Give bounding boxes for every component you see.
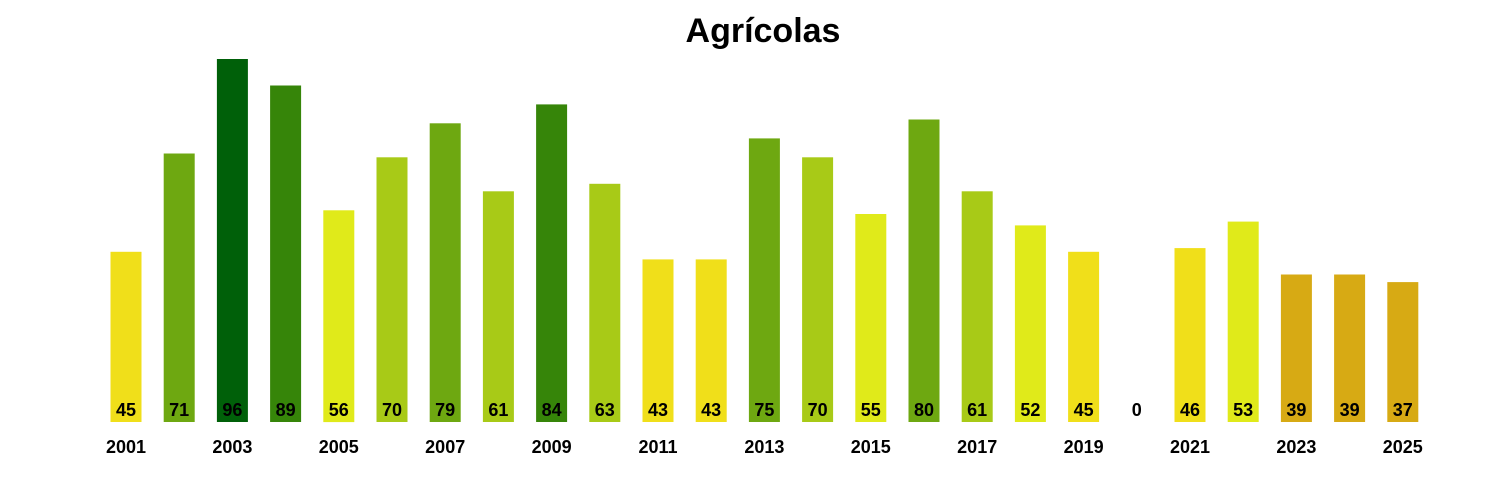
value-label-2017: 61 — [967, 400, 987, 420]
x-tick-label-2011: 2011 — [638, 437, 677, 457]
x-tick-label-2015: 2015 — [851, 437, 891, 457]
bar-2021 — [1174, 248, 1206, 422]
chart-title: Agrícolas — [685, 12, 841, 50]
value-labels-group: 45 71 96 89 56 70 79 61 84 63 43 43 75 70 55 80 61 52 45 0 4… — [116, 400, 1413, 420]
bar-2006 — [376, 157, 408, 423]
value-label-2007: 79 — [435, 400, 455, 420]
x-axis-ticks: 2001 2003 2005 2007 2009 2011 2013 2015 2017 2019… — [106, 437, 1423, 457]
x-tick-label-2017: 2017 — [957, 437, 997, 457]
bars-group — [110, 59, 1419, 423]
value-label-2011: 43 — [648, 400, 668, 420]
bar-2005 — [323, 210, 355, 423]
value-label-2006: 70 — [382, 400, 402, 420]
value-label-2012: 43 — [701, 400, 721, 420]
value-label-2002: 71 — [169, 400, 189, 420]
bar-2019 — [1068, 251, 1100, 422]
bar-2001 — [110, 251, 142, 422]
x-tick-label-2009: 2009 — [532, 437, 572, 457]
x-tick-label-2023: 2023 — [1276, 437, 1316, 457]
x-tick-label-2025: 2025 — [1383, 437, 1423, 457]
value-label-2022: 53 — [1233, 400, 1253, 420]
value-label-2014: 70 — [808, 400, 828, 420]
bar-2012 — [695, 259, 727, 422]
value-label-2019: 45 — [1074, 400, 1094, 420]
bar-2009 — [536, 104, 568, 423]
value-label-2025: 37 — [1393, 400, 1413, 420]
value-label-2005: 56 — [329, 400, 349, 420]
bar-2015 — [855, 214, 887, 422]
bar-2016 — [908, 119, 940, 422]
value-label-2010: 63 — [595, 400, 615, 420]
bar-2025 — [1387, 282, 1419, 422]
bar-2003 — [216, 59, 248, 422]
value-label-2015: 55 — [861, 400, 881, 420]
value-label-2013: 75 — [754, 400, 774, 420]
bar-2008 — [482, 191, 514, 422]
value-label-2023: 39 — [1286, 400, 1306, 420]
x-tick-label-2003: 2003 — [212, 437, 252, 457]
bar-2024 — [1334, 274, 1366, 422]
bar-2014 — [802, 157, 834, 423]
value-label-2001: 45 — [116, 400, 136, 420]
x-tick-label-2021: 2021 — [1170, 437, 1210, 457]
bar-2007 — [429, 123, 461, 423]
x-tick-label-2013: 2013 — [744, 437, 784, 457]
value-label-2004: 89 — [276, 400, 296, 420]
bar-2011 — [642, 259, 674, 422]
bar-2002 — [163, 153, 195, 422]
x-tick-label-2005: 2005 — [319, 437, 359, 457]
bar-2013 — [748, 138, 780, 422]
x-tick-label-2019: 2019 — [1064, 437, 1104, 457]
bar-2022 — [1227, 221, 1259, 422]
bar-2010 — [589, 183, 621, 422]
bar-2023 — [1280, 274, 1312, 422]
bar-2018 — [1014, 225, 1046, 422]
x-tick-label-2001: 2001 — [106, 437, 146, 457]
value-label-2009: 84 — [542, 400, 562, 420]
value-label-2021: 46 — [1180, 400, 1200, 420]
value-label-2008: 61 — [488, 400, 508, 420]
bar-2017 — [961, 191, 993, 422]
bar-2004 — [270, 85, 302, 422]
value-label-2016: 80 — [914, 400, 934, 420]
value-label-2003: 96 — [222, 400, 242, 420]
value-label-2018: 52 — [1020, 400, 1040, 420]
x-tick-label-2007: 2007 — [425, 437, 465, 457]
value-label-2020: 0 — [1132, 400, 1142, 420]
value-label-2024: 39 — [1340, 400, 1360, 420]
